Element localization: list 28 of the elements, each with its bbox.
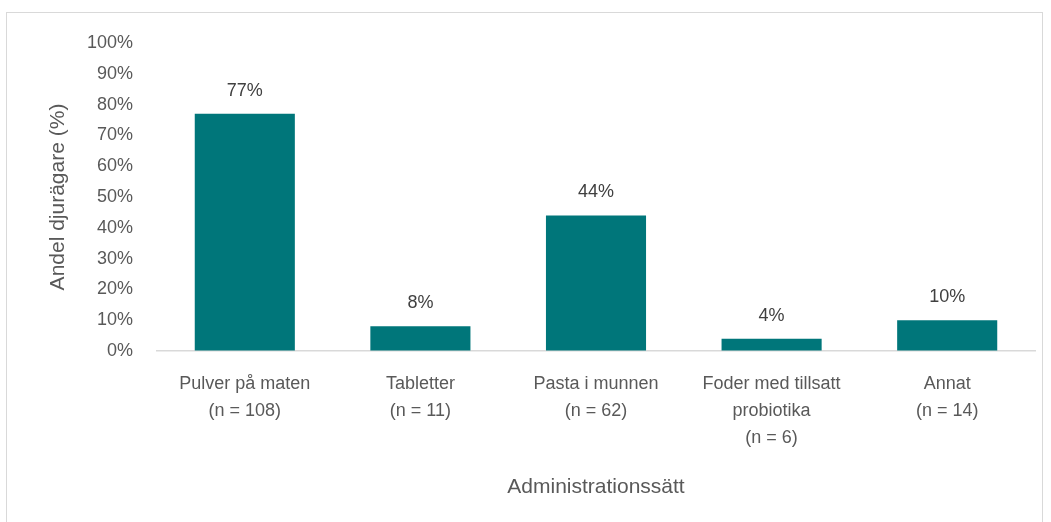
y-tick-label: 30% — [96, 247, 133, 268]
x-tick-label: Pasta i munnen (n = 62) — [533, 373, 659, 421]
x-tick-label: Foder med tillsatt probiotika (n = 6) — [702, 373, 841, 448]
y-tick-label: 60% — [96, 155, 133, 176]
y-tick-label: 50% — [96, 185, 133, 206]
bar — [370, 326, 471, 351]
y-tick-label: 100% — [86, 31, 133, 52]
y-tick-label: 90% — [96, 62, 133, 83]
x-tick-label: Annat (n = 14) — [915, 373, 979, 421]
bar — [721, 338, 822, 351]
data-label: 10% — [929, 286, 966, 307]
data-label: 44% — [577, 181, 615, 202]
data-label: 77% — [226, 79, 263, 100]
data-label: 8% — [407, 292, 434, 313]
x-tick-label: Pulver på maten (n = 108) — [179, 373, 311, 421]
y-tick-label: 0% — [106, 339, 133, 360]
x-tick-label: Tabletter (n = 11) — [385, 373, 455, 421]
y-tick-label: 40% — [96, 216, 133, 237]
y-tick-label: 10% — [96, 309, 133, 330]
y-axis-title: Andel djurägare (%) — [45, 103, 69, 291]
bar — [194, 113, 295, 351]
y-tick-label: 70% — [96, 124, 133, 145]
y-tick-label: 20% — [96, 278, 133, 299]
x-axis-title: Administrationssätt — [507, 474, 685, 498]
y-tick-label: 80% — [96, 93, 133, 114]
bar — [897, 320, 998, 351]
data-label: 4% — [758, 304, 785, 325]
bar — [545, 215, 647, 351]
